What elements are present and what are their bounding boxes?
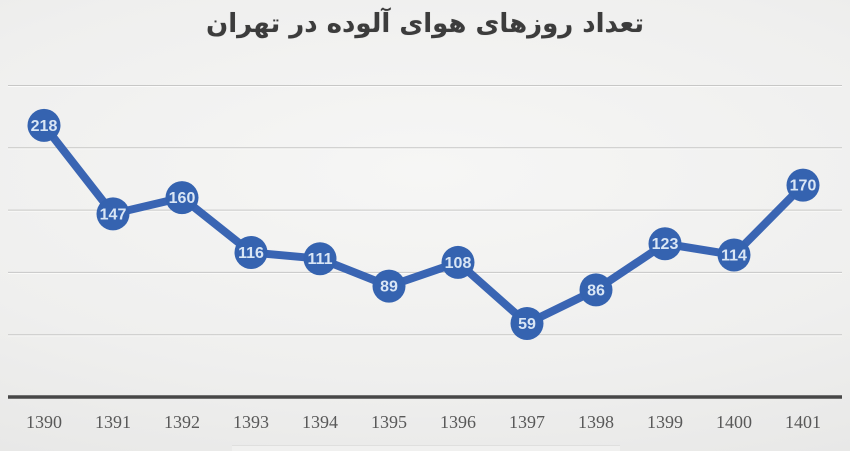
data-point-marker	[717, 238, 751, 272]
data-point-marker	[372, 269, 406, 303]
data-point-label: 116	[238, 245, 264, 262]
x-tick-label: 1401	[785, 412, 821, 432]
chart-title: تعداد روزهای هوای آلوده در تهران	[206, 9, 644, 39]
x-tick-label: 1400	[716, 412, 752, 432]
x-tick-label: 1392	[164, 412, 200, 432]
data-point-label: 160	[169, 190, 196, 207]
data-point-label: 123	[652, 236, 679, 253]
data-point-label: 59	[518, 316, 536, 333]
x-tick-label: 1396	[440, 412, 476, 432]
data-point-marker	[165, 181, 199, 215]
x-tick-label: 1395	[371, 412, 407, 432]
data-point-label: 89	[380, 279, 398, 296]
x-tick-label: 1398	[578, 412, 614, 432]
data-point-marker	[441, 245, 475, 279]
data-point-label: 114	[721, 247, 747, 264]
bottom-edge-artifact	[232, 445, 620, 451]
data-point-label: 111	[308, 251, 333, 268]
data-point-label: 147	[100, 206, 127, 223]
data-point-label: 86	[587, 282, 605, 299]
x-tick-label: 1391	[95, 412, 131, 432]
data-point-label: 170	[790, 178, 817, 195]
data-point-marker	[579, 273, 613, 307]
series-line	[40, 121, 807, 328]
data-point-label: 218	[31, 118, 58, 135]
data-point-marker	[27, 108, 61, 142]
data-point-label: 108	[445, 255, 472, 272]
x-tick-label: 1393	[233, 412, 269, 432]
data-point-marker	[303, 242, 337, 276]
data-point-marker	[96, 197, 130, 231]
data-point-marker	[786, 168, 820, 202]
data-point-marker	[234, 235, 268, 269]
x-tick-label: 1397	[509, 412, 545, 432]
x-tick-label: 1390	[26, 412, 62, 432]
data-point-marker	[648, 227, 682, 261]
x-tick-label: 1399	[647, 412, 683, 432]
data-point-marker	[510, 306, 544, 340]
x-tick-label: 1394	[302, 412, 338, 432]
